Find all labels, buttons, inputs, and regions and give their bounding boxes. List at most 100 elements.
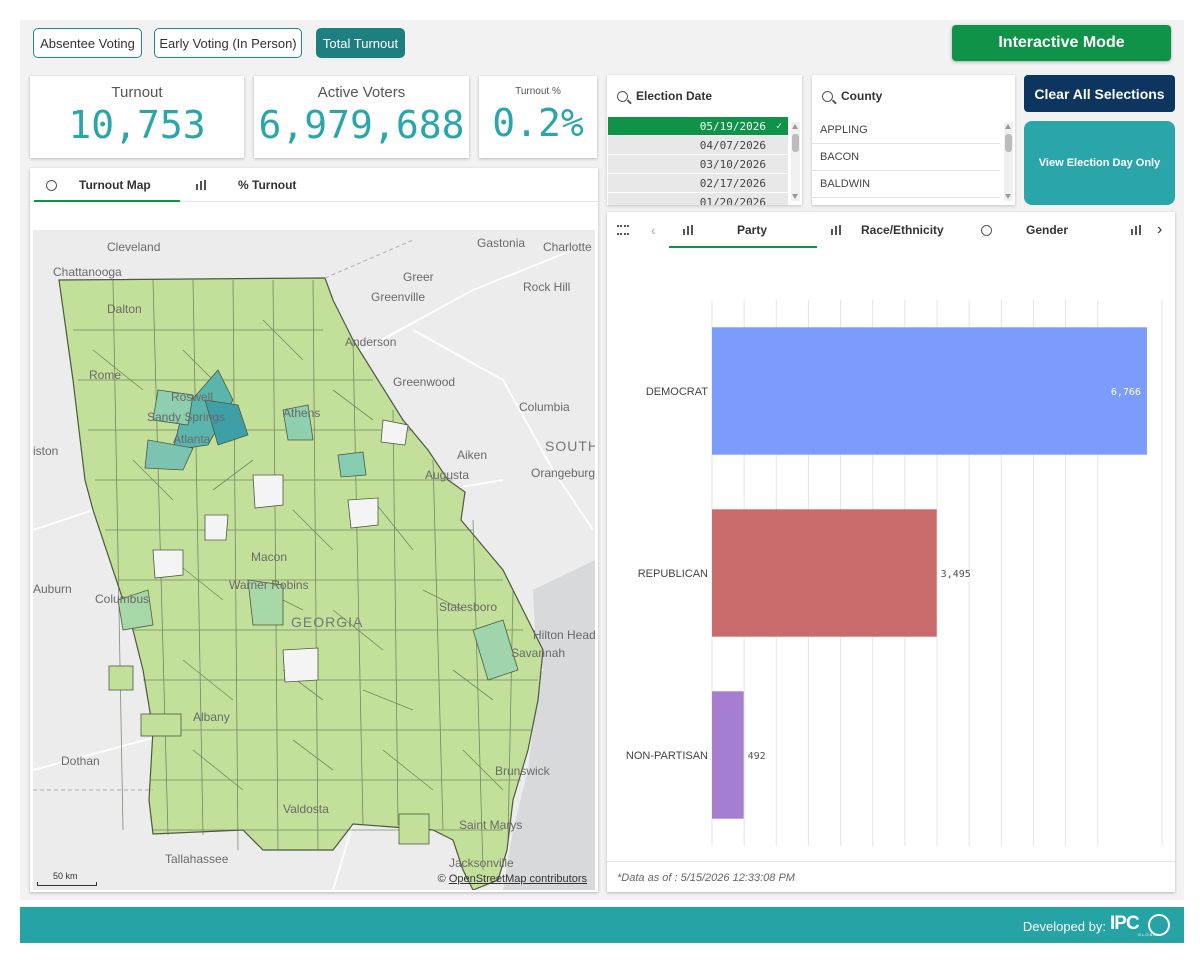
election-date-filter[interactable]: Election Date 05/19/2026 ✓ 04/07/2026 03… [607,75,802,205]
date-option[interactable]: 01/20/2026 [608,193,788,205]
tab-pct-turnout[interactable]: % Turnout [196,168,296,202]
category-label: DEMOCRAT [646,386,708,398]
date-option[interactable]: 02/17/2026 [608,174,788,193]
active-tab-indicator [34,200,180,202]
early-voting-button[interactable]: Early Voting (In Person) [154,28,302,58]
bar-republican[interactable] [712,509,937,637]
city-label: GEORGIA [291,614,364,630]
footer-bar: Developed by: IPC GLOBAL [20,907,1184,943]
scroll-thumb[interactable] [1005,134,1012,152]
turnout-card: Turnout 10,753 [30,76,244,158]
city-label: Chattanooga [53,265,122,279]
county-highlight[interactable] [204,399,249,446]
county-header[interactable]: County [812,75,1015,117]
county-option[interactable]: APPLING [812,117,1000,144]
tab-race-ethnicity[interactable]: Race/Ethnicity [831,212,944,248]
date-option[interactable]: 04/07/2026 [608,136,788,155]
turnout-label: Turnout [111,84,163,101]
developed-by-label: Developed by: [1022,919,1106,934]
globe-icon [46,179,57,191]
bar-chart-icon [683,225,695,235]
party-bar-chart[interactable]: 05001.0...1.5...2.0...2.5...3.0...3.5...… [607,248,1175,858]
city-label: Cleveland [107,240,161,254]
city-label: Saint Marys [459,818,523,832]
ipc-global-logo[interactable]: IPC GLOBAL [1110,912,1170,938]
chevron-left-icon[interactable]: ‹ [651,222,656,238]
data-as-of-note: *Data as of : 5/15/2026 12:33:08 PM [617,872,795,884]
city-label: Hilton Head [533,628,595,642]
county-no-data[interactable] [282,647,319,683]
date-option-text: 05/19/2026 [699,120,766,133]
category-label: REPUBLICAN [638,568,708,580]
county-no-data[interactable] [347,497,379,529]
chevron-right-icon[interactable]: › [1157,221,1163,238]
date-scrollbar[interactable] [791,122,800,201]
county-option[interactable]: BALDWIN [812,171,1000,198]
active-voters-label: Active Voters [317,84,406,101]
tab-gender[interactable]: Gender [981,212,1068,248]
view-election-day-only-button[interactable]: View Election Day Only [1024,121,1175,205]
county-filter[interactable]: County APPLING BACON BALDWIN [812,75,1015,205]
date-option[interactable]: 03/10/2026 [608,155,788,174]
county-shape[interactable] [108,665,134,691]
county-no-data[interactable] [152,549,184,579]
scroll-down-icon[interactable] [1005,194,1011,199]
county-highlight[interactable] [337,451,367,478]
interactive-mode-button[interactable]: Interactive Mode [952,25,1171,61]
city-label: Roswell [171,390,214,404]
turnout-map-panel: Turnout Map % Turnout [30,168,598,892]
value-label: 3,495 [941,569,971,580]
city-label: Brunswick [495,764,550,778]
pie-chart-icon [981,224,992,236]
city-label: Dothan [61,754,100,768]
bar-non-partisan[interactable] [712,691,744,819]
city-label: Anderson [345,335,397,349]
attribution-link[interactable]: OpenStreetMap contributors [448,873,587,885]
scroll-down-icon[interactable] [792,194,798,199]
county-shape[interactable] [140,713,182,737]
date-option[interactable]: 05/19/2026 ✓ [608,117,788,136]
tab-label: Race/Ethnicity [861,223,944,237]
clear-all-selections-button[interactable]: Clear All Selections [1024,75,1175,112]
tab-turnout-map[interactable]: Turnout Map [46,168,151,202]
scroll-thumb[interactable] [792,134,799,152]
county-no-data[interactable] [380,419,409,446]
election-date-header[interactable]: Election Date [607,75,802,117]
list-view-icon[interactable] [617,212,629,248]
total-turnout-button[interactable]: Total Turnout [316,28,405,58]
county-highlight[interactable] [472,619,519,681]
bar-democrat[interactable] [712,327,1147,455]
city-label: Dalton [107,302,142,316]
county-highlight[interactable] [282,404,314,441]
tab-more[interactable] [1131,212,1143,248]
chart-tabs: ‹ Party Race/Ethnicity Gender › [607,212,1175,248]
city-label: Columbus [95,592,150,606]
county-shape[interactable] [398,813,430,845]
scale-label: 50 km [53,871,78,881]
county-highlight[interactable] [152,389,194,426]
city-label: Rock Hill [523,280,571,294]
active-voters-card: Active Voters 6,979,688 [254,76,469,158]
county-highlight[interactable] [144,439,194,471]
turnout-value: 10,753 [68,103,206,147]
county-no-data[interactable] [252,474,284,509]
scroll-up-icon[interactable] [1005,124,1011,129]
city-label: Warner Robins [229,578,309,592]
search-icon [617,90,628,102]
scroll-up-icon[interactable] [792,124,798,129]
tab-label: % Turnout [238,178,297,192]
county-highlight[interactable] [247,579,284,626]
choropleth-map[interactable]: Cleveland Chattanooga Dalton Rome Roswel… [33,230,595,890]
city-label: Jacksonville [449,856,514,870]
tab-party[interactable]: Party [683,212,767,248]
city-label: Atlanta [173,432,211,446]
city-label: Auburn [33,582,72,596]
map-scale: 50 km [37,871,97,886]
city-label: Greenville [371,290,426,304]
county-highlight[interactable] [117,589,154,631]
county-no-data[interactable] [204,514,229,541]
absentee-voting-button[interactable]: Absentee Voting [33,28,142,58]
map-attribution[interactable]: © OpenStreetMap contributors [437,873,587,885]
county-option[interactable]: BACON [812,144,1000,171]
county-scrollbar[interactable] [1004,122,1013,201]
